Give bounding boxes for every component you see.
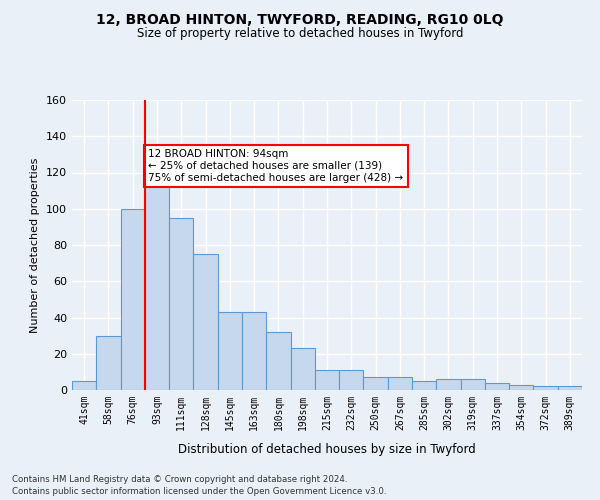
Bar — [315, 370, 339, 390]
Text: 12 BROAD HINTON: 94sqm
← 25% of detached houses are smaller (139)
75% of semi-de: 12 BROAD HINTON: 94sqm ← 25% of detached… — [149, 150, 404, 182]
Bar — [461, 379, 485, 390]
Text: 12, BROAD HINTON, TWYFORD, READING, RG10 0LQ: 12, BROAD HINTON, TWYFORD, READING, RG10… — [96, 12, 504, 26]
Text: Contains HM Land Registry data © Crown copyright and database right 2024.: Contains HM Land Registry data © Crown c… — [12, 475, 347, 484]
Bar — [290, 348, 315, 390]
Bar — [242, 312, 266, 390]
Text: Size of property relative to detached houses in Twyford: Size of property relative to detached ho… — [137, 28, 463, 40]
Bar — [193, 254, 218, 390]
Bar — [72, 381, 96, 390]
Bar — [169, 218, 193, 390]
Y-axis label: Number of detached properties: Number of detached properties — [31, 158, 40, 332]
Bar — [145, 164, 169, 390]
Bar — [485, 383, 509, 390]
Bar — [558, 386, 582, 390]
Text: Contains public sector information licensed under the Open Government Licence v3: Contains public sector information licen… — [12, 488, 386, 496]
Bar — [266, 332, 290, 390]
Bar — [436, 379, 461, 390]
Bar — [509, 384, 533, 390]
Bar — [533, 386, 558, 390]
Bar — [96, 336, 121, 390]
Bar — [388, 378, 412, 390]
Bar — [218, 312, 242, 390]
Text: Distribution of detached houses by size in Twyford: Distribution of detached houses by size … — [178, 442, 476, 456]
Bar — [121, 209, 145, 390]
Bar — [339, 370, 364, 390]
Bar — [364, 378, 388, 390]
Bar — [412, 381, 436, 390]
